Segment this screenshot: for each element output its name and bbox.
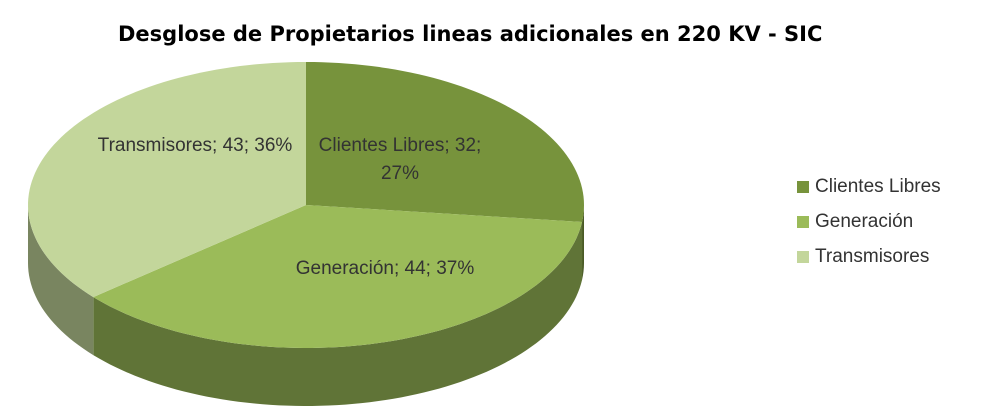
slice xyxy=(93,205,583,406)
slice-side xyxy=(28,205,94,356)
slice xyxy=(306,62,584,280)
legend-label: Generación xyxy=(815,211,913,232)
slice xyxy=(28,62,307,356)
legend-label: Transmisores xyxy=(815,246,929,267)
legend-swatch xyxy=(797,181,809,193)
legend-swatch xyxy=(797,251,809,263)
slice-side xyxy=(93,221,583,406)
chart-title: Desglose de Propietarios lineas adiciona… xyxy=(118,22,822,46)
data-label: Generación; 44; 37% xyxy=(295,258,475,279)
slice-top xyxy=(306,62,584,222)
legend-swatch xyxy=(797,216,809,228)
data-label: Clientes Libres; 32; 27% xyxy=(318,135,482,184)
legend-label: Clientes Libres xyxy=(815,176,941,197)
slice-top xyxy=(28,62,307,298)
slice-side xyxy=(582,205,584,280)
data-label: Transmisores; 43; 36% xyxy=(97,135,293,156)
slice-top xyxy=(93,205,583,348)
